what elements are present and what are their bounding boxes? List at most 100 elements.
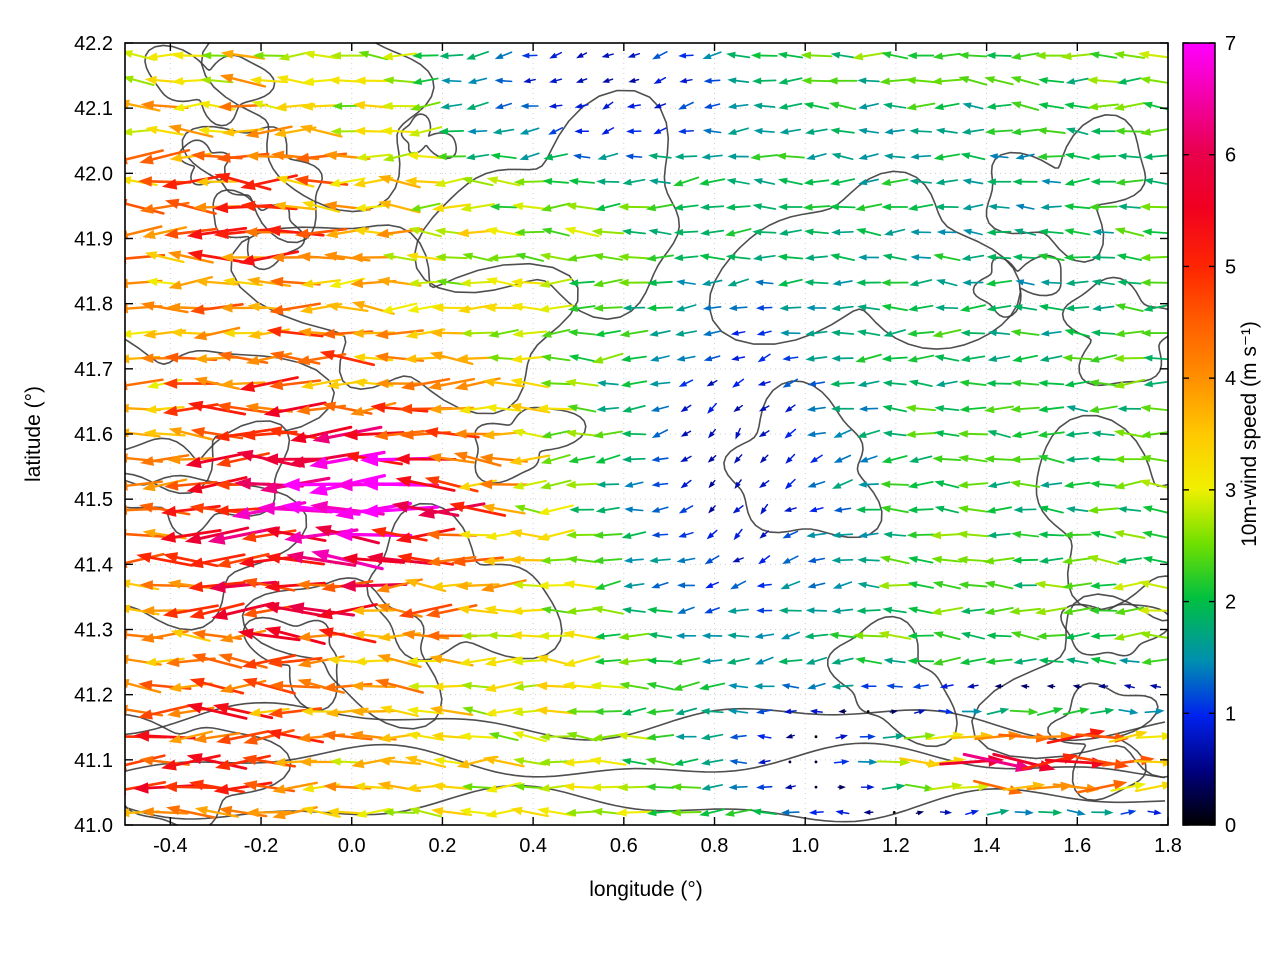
- x-tick-label: 0.2: [429, 835, 457, 857]
- wind-arrow-shaft: [1096, 79, 1120, 84]
- wind-arrow-shaft: [966, 432, 989, 436]
- wind-arrow-shaft: [1099, 281, 1115, 286]
- wind-arrow: [1038, 657, 1064, 665]
- wind-arrow-shaft: [475, 129, 488, 133]
- wind-arrow-head: [1025, 809, 1034, 816]
- wind-arrow: [939, 683, 954, 689]
- wind-arrow: [1040, 279, 1062, 286]
- x-axis-label: longitude (°): [589, 878, 702, 901]
- wind-arrow-shaft: [656, 330, 671, 335]
- x-tick-label: 1.8: [1154, 835, 1182, 857]
- wind-arrow-head: [881, 303, 892, 311]
- wind-arrow-head: [1140, 430, 1151, 439]
- wind-arrow: [800, 51, 833, 60]
- wind-arrow: [828, 101, 857, 111]
- wind-arrow: [1117, 506, 1142, 513]
- wind-arrow-shaft: [838, 54, 855, 59]
- wind-arrow-head: [378, 200, 392, 210]
- wind-arrow: [780, 329, 801, 337]
- wind-arrow-shaft: [153, 478, 188, 488]
- wind-arrow-shaft: [125, 378, 164, 387]
- wind-arrow-head: [676, 355, 686, 362]
- wind-arrow: [781, 809, 800, 816]
- wind-arrow-shaft: [1125, 557, 1142, 562]
- wind-arrow-head: [360, 504, 379, 518]
- wind-arrow: [778, 607, 802, 614]
- wind-arrow: [467, 77, 488, 85]
- wind-arrow-head: [724, 809, 735, 817]
- wind-arrow-head: [435, 253, 446, 262]
- wind-arrow: [190, 302, 244, 315]
- wind-arrow-head: [535, 681, 548, 691]
- wind-arrow: [542, 177, 570, 185]
- wind-arrow-shaft: [685, 78, 693, 82]
- wind-arrow: [540, 354, 571, 362]
- wind-arrow-head: [191, 653, 206, 663]
- wind-arrow-head: [755, 708, 765, 715]
- wind-arrow: [973, 779, 1023, 795]
- wind-arrow-shaft: [864, 429, 881, 436]
- wind-arrow-shaft: [179, 127, 214, 138]
- wind-arrow-shaft: [523, 230, 545, 234]
- wind-arrow-shaft: [1149, 407, 1168, 412]
- wind-arrow-head: [297, 658, 312, 668]
- wind-arrow-head: [984, 76, 995, 84]
- wind-arrow: [704, 607, 720, 614]
- wind-arrow-shaft: [737, 528, 743, 536]
- wind-arrow: [596, 178, 620, 185]
- wind-arrow: [1091, 254, 1116, 261]
- wind-arrow-head: [160, 531, 176, 543]
- wind-arrow-head: [360, 453, 379, 467]
- wind-arrow-head: [401, 629, 415, 640]
- wind-arrow-head: [125, 604, 131, 614]
- wind-arrow: [779, 128, 802, 135]
- wind-arrow-head: [676, 557, 686, 564]
- wind-arrow-head: [187, 400, 204, 412]
- wind-arrow-head: [673, 203, 684, 211]
- wind-arrow-shaft: [763, 330, 772, 334]
- wind-arrow-shaft: [581, 78, 588, 82]
- wind-arrow: [984, 127, 1014, 136]
- wind-arrow: [436, 152, 467, 161]
- wind-arrow: [651, 506, 669, 513]
- wind-arrow-shaft: [376, 505, 440, 513]
- wind-arrow-shaft: [734, 205, 751, 209]
- wind-arrow-shaft: [303, 425, 353, 439]
- wind-arrow-shaft: [408, 479, 456, 492]
- wind-arrow-head: [910, 254, 920, 261]
- wind-arrow-shaft: [441, 785, 472, 791]
- wind-arrow-head: [563, 580, 575, 589]
- wind-arrow-head: [266, 728, 282, 740]
- wind-arrow-shaft: [155, 128, 184, 136]
- wind-arrow-head: [456, 759, 470, 769]
- wind-arrow: [703, 77, 721, 84]
- wind-arrow: [779, 304, 802, 312]
- wind-arrow-shaft: [685, 379, 694, 385]
- y-tick-label: 42.1: [74, 98, 113, 120]
- wind-arrow-head: [360, 477, 379, 491]
- wind-arrow: [461, 176, 494, 187]
- wind-arrow-head: [1012, 253, 1023, 261]
- wind-arrow-head: [322, 682, 336, 693]
- wind-arrow-head: [232, 507, 251, 520]
- wind-arrow-shaft: [763, 583, 772, 587]
- wind-arrow: [650, 355, 670, 362]
- wind-arrow-head: [536, 532, 550, 541]
- wind-arrow-shaft: [549, 328, 571, 336]
- wind-arrow-head: [700, 759, 711, 766]
- wind-arrow-shaft: [1074, 407, 1089, 413]
- wind-arrow: [511, 202, 548, 211]
- wind-arrow: [808, 809, 824, 816]
- wind-arrow-shaft: [601, 430, 623, 436]
- wind-arrow-head: [809, 506, 818, 513]
- wind-arrow-shaft: [392, 255, 416, 262]
- wind-arrow-shaft: [968, 608, 986, 612]
- wind-arrow-head: [355, 809, 368, 818]
- wind-arrow-head: [907, 506, 918, 514]
- wind-arrow-head: [1034, 607, 1046, 616]
- wind-arrow-head: [391, 500, 409, 513]
- wind-arrow-head: [858, 405, 868, 412]
- wind-arrow: [1009, 708, 1039, 716]
- wind-arrow-shaft: [1019, 128, 1040, 133]
- wind-arrow: [906, 531, 935, 539]
